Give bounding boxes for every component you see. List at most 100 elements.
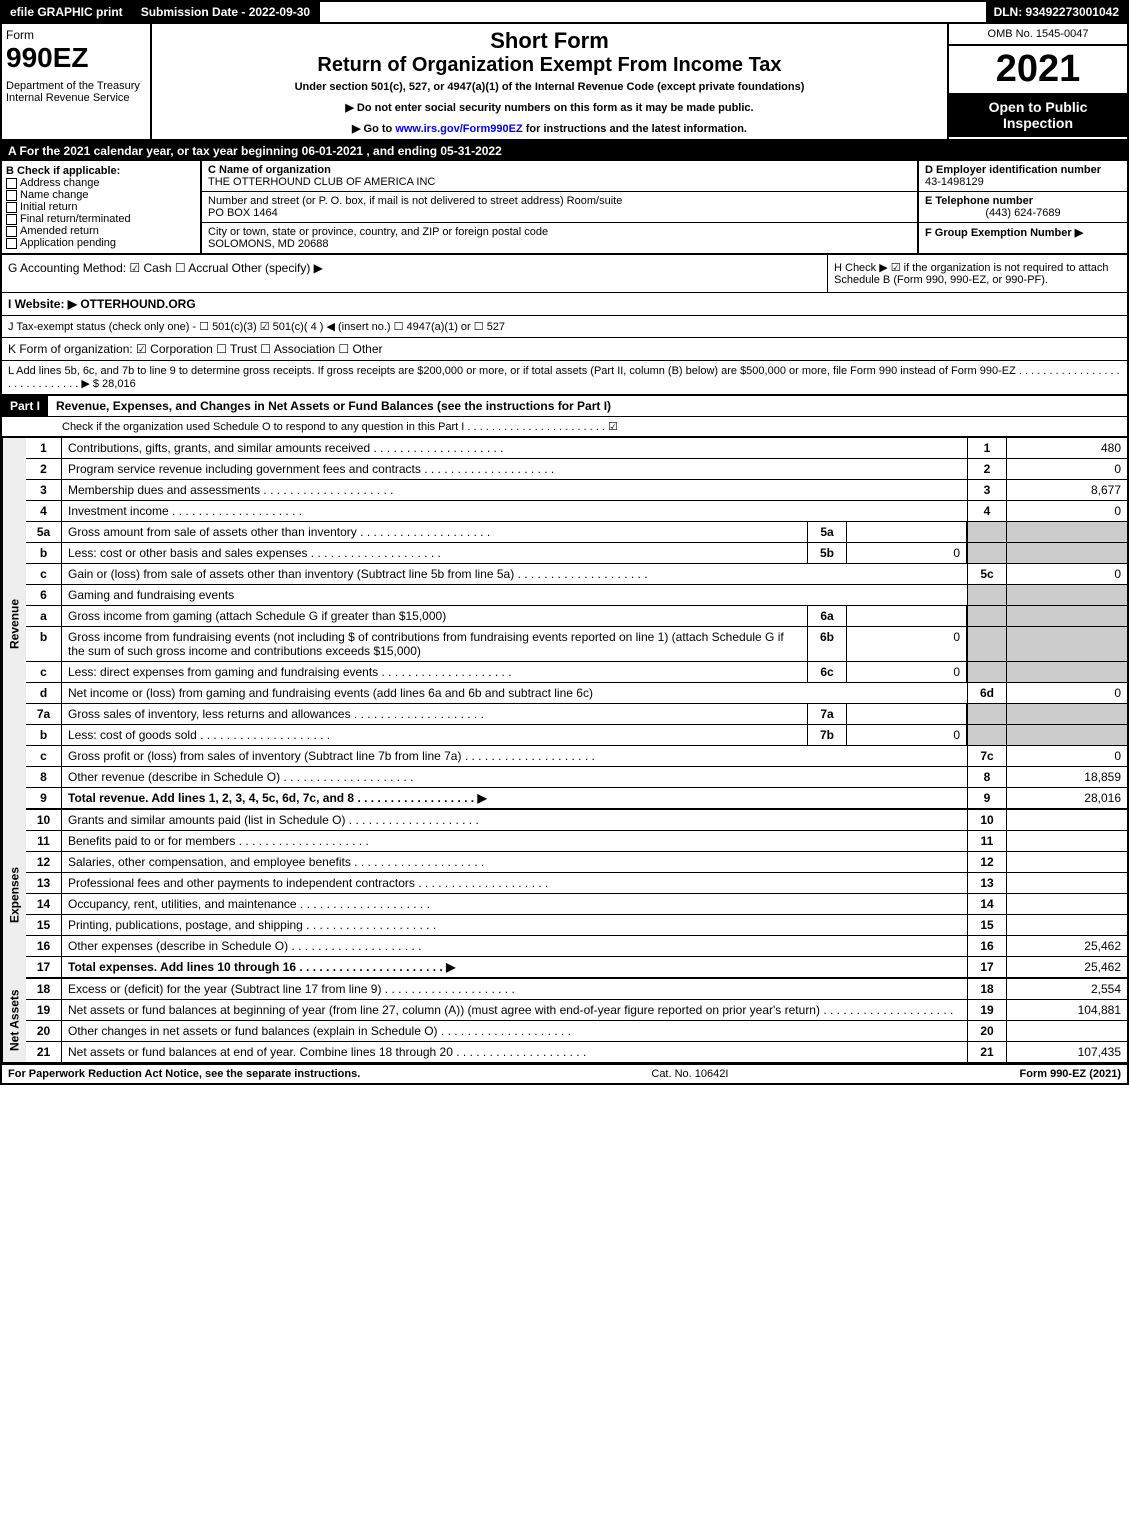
ln12: 12 xyxy=(26,852,62,872)
r3: 3 xyxy=(967,480,1007,500)
m7b: 7b xyxy=(807,725,847,745)
phone-value: (443) 624-7689 xyxy=(925,207,1121,219)
g7b xyxy=(967,725,1007,745)
efile-label[interactable]: efile GRAPHIC print xyxy=(2,2,133,22)
d3: Membership dues and assessments xyxy=(62,480,967,500)
ln6a: a xyxy=(26,606,62,626)
ln13: 13 xyxy=(26,873,62,893)
r2: 2 xyxy=(967,459,1007,479)
d5c: Gain or (loss) from sale of assets other… xyxy=(62,564,967,584)
org-name: THE OTTERHOUND CLUB OF AMERICA INC xyxy=(208,176,911,188)
mv5a xyxy=(847,522,967,542)
gv6 xyxy=(1007,585,1127,605)
irs-link[interactable]: www.irs.gov/Form990EZ xyxy=(395,123,522,135)
r18: 18 xyxy=(967,979,1007,999)
footer-mid: Cat. No. 10642I xyxy=(651,1068,728,1080)
dln-label: DLN: 93492273001042 xyxy=(986,2,1127,22)
d7a: Gross sales of inventory, less returns a… xyxy=(62,704,807,724)
opt-initial[interactable]: Initial return xyxy=(6,201,196,213)
expenses-tab: Expenses xyxy=(2,810,26,979)
header-mid: Short Form Return of Organization Exempt… xyxy=(152,24,947,139)
goto-note: ▶ Go to www.irs.gov/Form990EZ for instru… xyxy=(156,122,943,135)
d2: Program service revenue including govern… xyxy=(62,459,967,479)
v5c: 0 xyxy=(1007,564,1127,584)
d10: Grants and similar amounts paid (list in… xyxy=(62,810,967,830)
g6a xyxy=(967,606,1007,626)
dept-label: Department of the Treasury Internal Reve… xyxy=(6,80,146,104)
d11: Benefits paid to or for members xyxy=(62,831,967,851)
header-left: Form 990EZ Department of the Treasury In… xyxy=(2,24,152,139)
r12: 12 xyxy=(967,852,1007,872)
g7a xyxy=(967,704,1007,724)
ln2: 2 xyxy=(26,459,62,479)
ein-row: D Employer identification number 43-1498… xyxy=(919,161,1127,192)
gv6b xyxy=(1007,627,1127,661)
expenses-section: Expenses 10Grants and similar amounts pa… xyxy=(0,810,1129,979)
phone-row: E Telephone number (443) 624-7689 xyxy=(919,192,1127,223)
org-name-row: C Name of organization THE OTTERHOUND CL… xyxy=(202,161,917,192)
ln16: 16 xyxy=(26,936,62,956)
line-j-row: J Tax-exempt status (check only one) - ☐… xyxy=(0,316,1129,338)
top-bar: efile GRAPHIC print Submission Date - 20… xyxy=(0,0,1129,24)
b-label: B Check if applicable: xyxy=(6,165,196,177)
tax-year: 2021 xyxy=(949,46,1127,93)
r4: 4 xyxy=(967,501,1007,521)
d4: Investment income xyxy=(62,501,967,521)
org-info: C Name of organization THE OTTERHOUND CL… xyxy=(202,161,917,253)
ln6d: d xyxy=(26,683,62,703)
v6d: 0 xyxy=(1007,683,1127,703)
form-label: Form xyxy=(6,28,146,42)
check-applicable: B Check if applicable: Address change Na… xyxy=(2,161,202,253)
line-k: K Form of organization: ☑ Corporation ☐ … xyxy=(2,338,389,360)
opt-address[interactable]: Address change xyxy=(6,177,196,189)
header-right: OMB No. 1545-0047 2021 Open to Public In… xyxy=(947,24,1127,139)
ln7b: b xyxy=(26,725,62,745)
v12 xyxy=(1007,852,1127,872)
addr-value: PO BOX 1464 xyxy=(208,207,911,219)
d9: Total revenue. Add lines 1, 2, 3, 4, 5c,… xyxy=(62,788,967,808)
g6 xyxy=(967,585,1007,605)
r9: 9 xyxy=(967,788,1007,808)
city-row: City or town, state or province, country… xyxy=(202,223,917,253)
v7c: 0 xyxy=(1007,746,1127,766)
addr-label: Number and street (or P. O. box, if mail… xyxy=(208,195,911,207)
mv5b: 0 xyxy=(847,543,967,563)
r14: 14 xyxy=(967,894,1007,914)
r7c: 7c xyxy=(967,746,1007,766)
v4: 0 xyxy=(1007,501,1127,521)
line-k-row: K Form of organization: ☑ Corporation ☐ … xyxy=(0,338,1129,361)
d5a: Gross amount from sale of assets other t… xyxy=(62,522,807,542)
ln3: 3 xyxy=(26,480,62,500)
opt-name[interactable]: Name change xyxy=(6,189,196,201)
d20: Other changes in net assets or fund bala… xyxy=(62,1021,967,1041)
gv7a xyxy=(1007,704,1127,724)
opt-final[interactable]: Final return/terminated xyxy=(6,213,196,225)
netassets-tab: Net Assets xyxy=(2,979,26,1062)
mv6c: 0 xyxy=(847,662,967,682)
ln6c: c xyxy=(26,662,62,682)
d19: Net assets or fund balances at beginning… xyxy=(62,1000,967,1020)
g6c xyxy=(967,662,1007,682)
r10: 10 xyxy=(967,810,1007,830)
m6a: 6a xyxy=(807,606,847,626)
m5b: 5b xyxy=(807,543,847,563)
ln20: 20 xyxy=(26,1021,62,1041)
opt-amended[interactable]: Amended return xyxy=(6,225,196,237)
mv6a xyxy=(847,606,967,626)
v11 xyxy=(1007,831,1127,851)
m7a: 7a xyxy=(807,704,847,724)
ln19: 19 xyxy=(26,1000,62,1020)
gv5a xyxy=(1007,522,1127,542)
footer-left: For Paperwork Reduction Act Notice, see … xyxy=(8,1068,360,1080)
g5b xyxy=(967,543,1007,563)
gv6c xyxy=(1007,662,1127,682)
city-label: City or town, state or province, country… xyxy=(208,226,911,238)
r6d: 6d xyxy=(967,683,1007,703)
submission-date: Submission Date - 2022-09-30 xyxy=(133,2,320,22)
addr-row: Number and street (or P. O. box, if mail… xyxy=(202,192,917,223)
v1: 480 xyxy=(1007,438,1127,458)
opt-pending[interactable]: Application pending xyxy=(6,237,196,249)
ln21: 21 xyxy=(26,1042,62,1062)
e-label: E Telephone number xyxy=(925,195,1121,207)
ln6: 6 xyxy=(26,585,62,605)
